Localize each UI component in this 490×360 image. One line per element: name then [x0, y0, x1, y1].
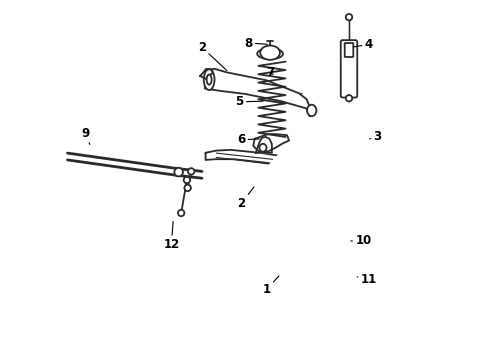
Ellipse shape — [321, 163, 332, 176]
Ellipse shape — [178, 210, 184, 216]
Text: 11: 11 — [357, 273, 377, 286]
Ellipse shape — [184, 185, 191, 191]
Ellipse shape — [307, 105, 317, 116]
FancyBboxPatch shape — [341, 234, 364, 255]
Text: 8: 8 — [245, 36, 268, 50]
Polygon shape — [256, 137, 272, 153]
Polygon shape — [205, 150, 325, 174]
Ellipse shape — [184, 177, 190, 183]
Text: 1: 1 — [263, 276, 279, 296]
Polygon shape — [319, 244, 331, 266]
Ellipse shape — [204, 69, 215, 90]
Ellipse shape — [353, 242, 357, 247]
Ellipse shape — [259, 144, 267, 152]
Text: 12: 12 — [163, 221, 180, 251]
Polygon shape — [253, 134, 289, 152]
Polygon shape — [291, 220, 320, 280]
Text: 7: 7 — [266, 66, 274, 79]
Text: 10: 10 — [351, 234, 371, 247]
Polygon shape — [334, 270, 361, 291]
Polygon shape — [325, 140, 417, 171]
Text: 2: 2 — [237, 187, 254, 210]
Polygon shape — [200, 69, 213, 79]
Text: 3: 3 — [369, 130, 382, 144]
FancyBboxPatch shape — [249, 130, 471, 355]
Ellipse shape — [331, 169, 335, 173]
Ellipse shape — [260, 45, 280, 60]
Ellipse shape — [317, 158, 337, 180]
Text: 6: 6 — [237, 133, 259, 146]
Ellipse shape — [409, 156, 419, 170]
Ellipse shape — [257, 48, 283, 59]
Text: 4: 4 — [353, 38, 373, 51]
Ellipse shape — [188, 168, 195, 175]
Text: 5: 5 — [236, 95, 263, 108]
Polygon shape — [300, 212, 310, 223]
Text: 9: 9 — [81, 127, 90, 144]
FancyBboxPatch shape — [344, 43, 353, 57]
Ellipse shape — [299, 240, 310, 253]
Ellipse shape — [346, 14, 352, 21]
Ellipse shape — [346, 95, 352, 102]
Text: 2: 2 — [198, 41, 227, 71]
Polygon shape — [205, 69, 313, 116]
Ellipse shape — [302, 243, 307, 249]
FancyBboxPatch shape — [341, 40, 357, 98]
Polygon shape — [322, 144, 327, 155]
Ellipse shape — [207, 75, 212, 85]
Ellipse shape — [351, 240, 360, 250]
Ellipse shape — [174, 168, 183, 176]
Ellipse shape — [321, 173, 325, 176]
